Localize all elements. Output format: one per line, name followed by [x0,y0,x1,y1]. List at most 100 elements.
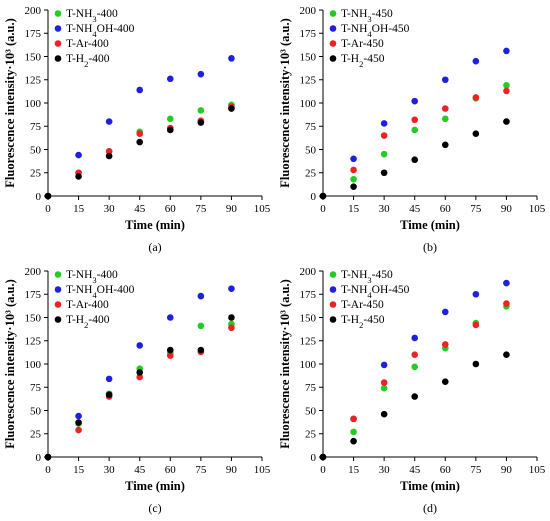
legend-marker [329,316,337,323]
data-point [503,82,510,89]
legend-marker [54,55,62,62]
data-point [197,119,205,126]
x-tick-label: 45 [134,203,146,215]
legend-marker [329,271,337,278]
y-tick-label: 25 [305,168,317,180]
data-point [380,361,388,369]
x-tick-label: 0 [320,203,326,215]
data-point [228,55,235,62]
data-point [380,379,388,386]
y-axis-title: Fluorescence intensity·10³ (a.u.) [278,18,292,187]
chart-d-svg: 0 25 50 75 100 125 150 175 200 0 15 30 45 60 75 90 105 Ti… [278,266,546,515]
y-tick-label: 25 [30,429,42,441]
data-point [197,292,205,300]
data-point [441,378,449,385]
data-point [503,87,510,95]
data-point [350,437,357,445]
y-tick-label: 175 [300,28,317,40]
y-tick-label: 25 [30,168,42,180]
data-point [411,126,419,134]
data-point [105,152,113,160]
x-tick-label: 0 [45,203,51,215]
panel-label: (c) [148,501,161,515]
data-point [75,151,82,159]
data-point [136,373,144,381]
x-tick-label: 105 [529,464,546,476]
legend-entry: T-H2-450 [341,314,385,330]
chart-panel-d: 0 25 50 75 100 125 150 175 200 0 15 30 45 60 75 90 105 Ti… [275,261,550,521]
data-point [441,141,449,149]
legend-marker [54,286,62,293]
y-tick-label: 0 [311,191,317,203]
x-tick-label: 60 [165,203,177,215]
legend-marker [54,25,62,32]
y-axis-title: Fluorescence intensity·10³ (a.u.) [3,18,17,187]
data-point [105,148,113,155]
x-tick-label: 45 [409,203,421,215]
data-point [380,150,388,158]
data-point [380,132,388,139]
data-point [503,351,510,358]
y-tick-label: 150 [300,312,317,324]
legend-marker [329,10,337,17]
x-tick-label: 15 [73,464,85,476]
x-tick-label: 60 [165,464,177,476]
legend-entry: T-H2-400 [66,314,110,330]
data-point [350,428,357,436]
y-tick-label: 150 [25,312,42,324]
legend-entry: T-NH3-400 [66,269,118,285]
y-tick-label: 75 [30,121,42,133]
chart-panel-a: 0 25 50 75 100 125 150 175 200 0 15 30 45 60 75 90 105 Ti… [0,0,275,260]
panel-label: (b) [423,240,437,254]
x-tick-label: 75 [470,203,482,215]
data-point [166,314,174,321]
data-point [441,105,449,112]
y-tick-label: 175 [25,289,42,301]
data-point [411,363,419,371]
y-tick-label: 200 [25,266,42,278]
data-point [197,322,205,330]
y-tick-label: 50 [305,144,317,156]
legend-marker [54,271,62,278]
data-point [411,97,419,105]
x-tick-label: 30 [379,203,391,215]
y-tick-label: 125 [25,75,42,87]
legend-marker [54,40,62,47]
legend-marker [329,25,337,32]
chart-b-svg: 0 25 50 75 100 125 150 175 200 0 15 30 45 60 75 90 105 Ti… [278,5,546,254]
x-tick-label: 60 [440,464,452,476]
data-point [441,341,449,348]
x-tick-label: 90 [226,203,238,215]
data-point [503,279,510,287]
data-point [105,375,113,383]
data-point [411,156,419,164]
data-point [350,415,357,423]
legend-entry: T-Ar-400 [66,299,109,311]
data-point [503,300,510,307]
legend-entry: T-Ar-400 [66,38,109,50]
data-point [411,351,419,358]
chart-a-svg: 0 25 50 75 100 125 150 175 200 0 15 30 45 60 75 90 105 Ti… [3,5,271,254]
data-point [319,192,327,200]
data-point [472,321,480,329]
y-tick-label: 75 [305,382,317,394]
data-point [441,76,449,84]
x-tick-label: 30 [104,203,116,215]
x-axis-title: Time (min) [125,218,185,232]
y-tick-label: 150 [300,51,317,63]
data-point [105,118,113,125]
data-point [411,334,419,342]
x-tick-label: 45 [134,464,146,476]
x-tick-label: 15 [348,203,360,215]
y-tick-label: 200 [300,5,317,17]
y-tick-label: 100 [25,359,42,371]
chart-c-svg: 0 25 50 75 100 125 150 175 200 0 15 30 45 60 75 90 105 Ti… [3,266,271,515]
y-tick-label: 125 [300,75,317,87]
data-point [228,285,235,292]
x-tick-label: 105 [254,203,271,215]
legend-marker [54,316,62,323]
y-tick-label: 0 [36,191,42,203]
x-tick-label: 0 [320,464,326,476]
x-tick-label: 60 [440,203,452,215]
data-point [411,116,419,124]
